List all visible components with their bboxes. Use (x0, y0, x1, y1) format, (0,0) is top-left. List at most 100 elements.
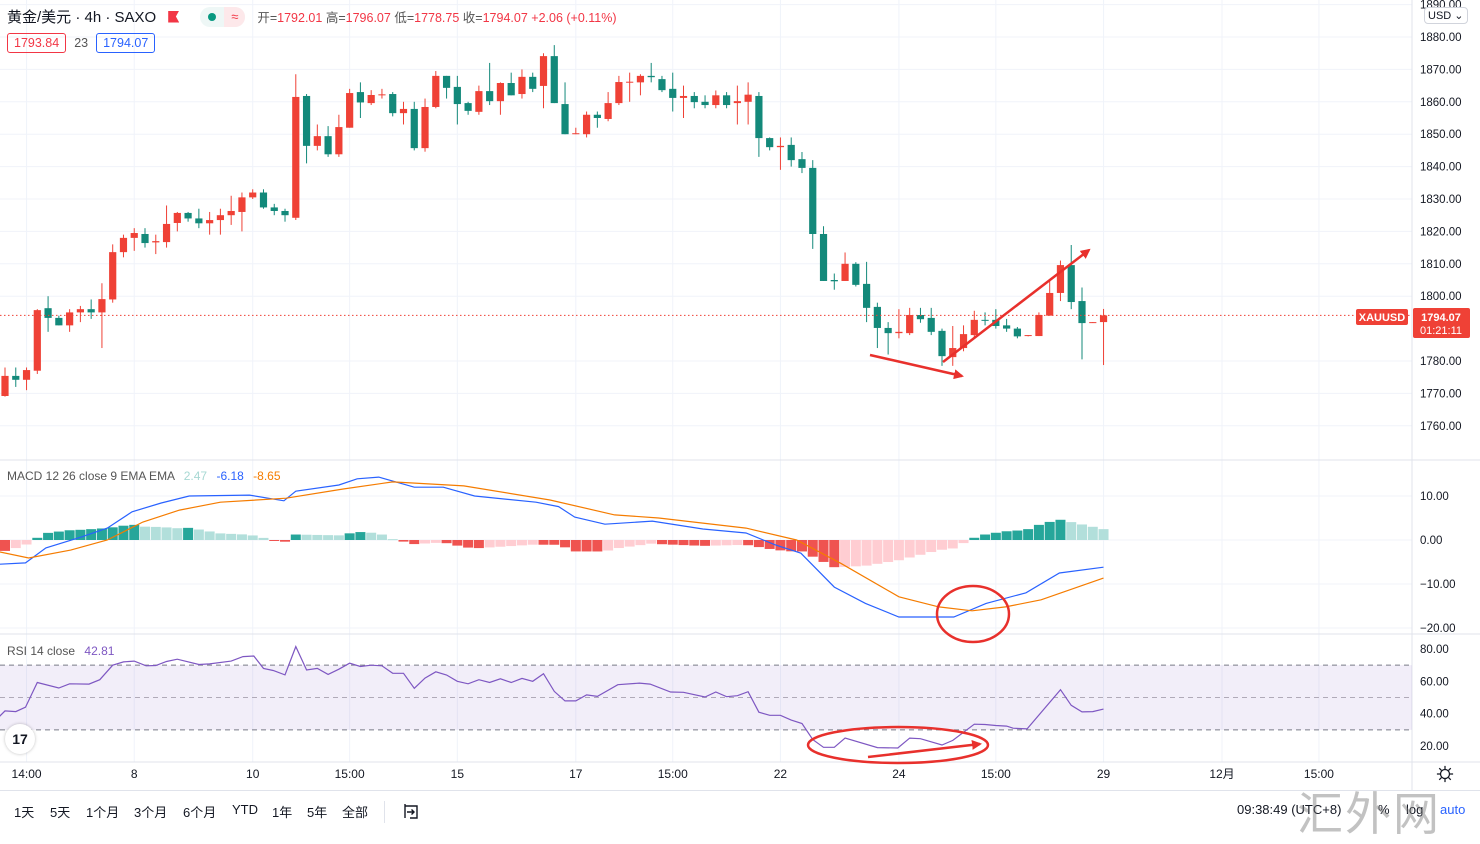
buy-price-button[interactable]: 1794.07 (96, 33, 156, 53)
macd-histogram-bar (1033, 524, 1044, 540)
auto-scale-toggle[interactable]: auto (1440, 802, 1466, 817)
candle (561, 82, 569, 135)
candle (184, 211, 192, 222)
candle (292, 74, 300, 221)
macd-histogram-bar (172, 528, 183, 540)
macd-histogram-bar (150, 526, 161, 540)
price-axis-label: 1870.00 (1420, 64, 1462, 76)
candle (722, 92, 731, 109)
log-scale-toggle[interactable]: log (1406, 802, 1424, 817)
candle-body (518, 76, 526, 95)
candle-body (809, 167, 817, 234)
macd-histogram-bar (926, 540, 937, 553)
macd-legend-title: MACD 12 26 close 9 EMA EMA (7, 469, 175, 483)
range-1m-button[interactable]: 1个月 (86, 805, 120, 820)
tradingview-logo[interactable]: 17 (5, 724, 35, 754)
flag-icon[interactable] (168, 10, 180, 23)
sell-price-button[interactable]: 1793.84 (7, 33, 67, 53)
macd-histogram-bar (969, 537, 980, 540)
macd-signal-line (0, 481, 1104, 612)
candle-body (863, 283, 871, 308)
candle (66, 309, 74, 332)
macd-histogram-bar (409, 540, 420, 545)
candle-body (356, 92, 365, 103)
candle-body (1046, 292, 1054, 316)
candle-body (1, 375, 9, 396)
candle-body (195, 218, 203, 224)
candle-body (819, 233, 828, 281)
range-all-button[interactable]: 全部 (342, 805, 369, 820)
rsi-up-arrow[interactable] (867, 739, 982, 759)
candle-body (1003, 325, 1011, 329)
macd-histogram-bar (387, 539, 398, 541)
percent-scale-toggle[interactable]: % (1378, 802, 1390, 817)
macd-histogram-bar (75, 529, 86, 540)
candle (852, 262, 860, 287)
macd-histogram-bar (10, 540, 21, 549)
candle-body (249, 192, 257, 198)
rsi-axis-label: 80.00 (1420, 644, 1449, 656)
go-to-date-icon[interactable] (402, 802, 420, 820)
candle-body (507, 83, 515, 96)
candle-body (206, 220, 214, 224)
macd-histogram-bar (538, 540, 549, 545)
range-3m-button[interactable]: 3个月 (134, 805, 168, 820)
settings-gear-icon[interactable] (1436, 765, 1454, 783)
candle-body (970, 319, 978, 336)
candle (1078, 287, 1086, 360)
candle (1089, 322, 1097, 324)
down-trend-arrow[interactable] (869, 353, 964, 380)
candle (679, 85, 688, 118)
currency-dropdown[interactable]: USD ⌄ (1424, 7, 1468, 24)
market-status-toggle[interactable]: ≈ (200, 6, 246, 27)
candle (367, 90, 375, 106)
candle-body (22, 370, 31, 380)
macd-histogram-bar (32, 537, 43, 540)
macd-histogram-bar (516, 540, 527, 546)
range-ytd-button[interactable]: YTD (232, 802, 258, 817)
candle (755, 92, 763, 157)
grid-lines (0, 0, 1412, 762)
candle-body (346, 93, 354, 128)
macd-cross-circle[interactable] (935, 584, 1011, 644)
macd-histogram-bar (215, 533, 226, 540)
candle (539, 53, 548, 109)
candle-body (744, 94, 752, 102)
macd-histogram-bar (850, 540, 861, 567)
rsi-divergence-ellipse[interactable] (806, 725, 990, 765)
candle (1056, 260, 1065, 302)
chart-canvas[interactable]: 14:00 8 10 15:00 15 17 15:00 22 24 15:00 29 12月 15:0… (0, 0, 1480, 790)
candle-body (906, 314, 914, 334)
symbol-title[interactable]: 黄金/美元 · 4h · SAXO (7, 9, 157, 26)
candle-body (184, 212, 192, 219)
macd-histogram-bar (290, 534, 301, 540)
candle (22, 367, 31, 391)
time-axis-label: 15 (451, 767, 465, 781)
range-6m-button[interactable]: 6个月 (183, 805, 217, 820)
up-trend-arrow[interactable] (942, 248, 1091, 363)
range-5d-button[interactable]: 5天 (50, 805, 71, 820)
macd-histogram-bar (323, 535, 334, 540)
candle-body (44, 308, 52, 318)
time-axis-label: 8 (131, 767, 138, 781)
candle (669, 72, 677, 112)
macd-histogram-bar (344, 533, 355, 540)
range-5y-button[interactable]: 5年 (307, 805, 328, 820)
candle (356, 82, 365, 118)
macd-histogram-bar (764, 540, 775, 549)
macd-signal-value: -8.65 (253, 469, 281, 483)
candle (119, 234, 128, 258)
macd-histogram-bar (947, 540, 958, 549)
candle-body (647, 75, 655, 78)
timezone-clock[interactable]: 09:38:49 (UTC+8) (1237, 802, 1342, 817)
range-1d-button[interactable]: 1天 (14, 805, 35, 820)
time-axis-label: 24 (892, 767, 906, 781)
drawing-annotations[interactable] (806, 248, 1091, 765)
candle (636, 74, 645, 96)
range-1y-button[interactable]: 1年 (272, 805, 293, 820)
candle-body (76, 309, 84, 313)
macd-histogram-bar (990, 532, 1001, 540)
candle-body (766, 138, 774, 148)
macd-histogram-bar (452, 540, 463, 546)
candle (33, 309, 41, 374)
